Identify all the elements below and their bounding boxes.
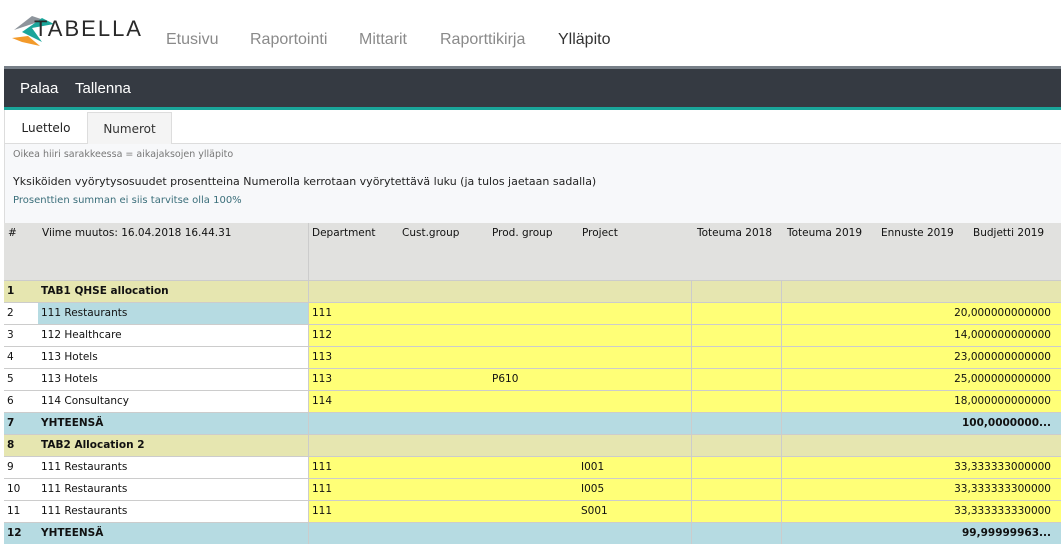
- tab-luettelo[interactable]: Luettelo: [21, 121, 71, 135]
- hint-text: Oikea hiiri sarakkeessa = aikajaksojen y…: [13, 149, 234, 160]
- nav-mittarit[interactable]: Mittarit: [359, 31, 407, 48]
- info-panel: Oikea hiiri sarakkeessa = aikajaksojen y…: [4, 144, 1061, 223]
- table-row[interactable]: 10 111 Restaurants 111 I005 33,333333300…: [4, 478, 1061, 500]
- project-cell[interactable]: S001: [581, 505, 608, 517]
- row-number: 6: [7, 395, 14, 407]
- table-row[interactable]: 6 114 Consultancy 114 18,000000000000: [4, 390, 1061, 412]
- tab-numerot[interactable]: Numerot: [87, 112, 172, 144]
- total-row[interactable]: 7 YHTEENSÄ 100,0000000...: [4, 412, 1061, 434]
- col-cust-group[interactable]: Cust.group: [402, 227, 460, 239]
- allocation-table: # Viime muutos: 16.04.2018 16.44.31 Depa…: [4, 223, 1061, 544]
- row-number: 9: [7, 461, 14, 473]
- total-row[interactable]: 12 YHTEENSÄ 99,99999963...: [4, 522, 1061, 544]
- row-name[interactable]: 111 Restaurants: [41, 461, 128, 473]
- col-toteuma-2019[interactable]: Toteuma 2019: [787, 227, 863, 239]
- budjetti-cell[interactable]: 14,000000000000: [954, 329, 1051, 341]
- description-text: Yksiköiden vyörytysosuudet prosentteina …: [13, 175, 597, 188]
- tabella-logo: [12, 16, 54, 46]
- table-header: # Viime muutos: 16.04.2018 16.44.31 Depa…: [4, 223, 1061, 280]
- budjetti-cell[interactable]: 23,000000000000: [954, 351, 1051, 363]
- row-name[interactable]: 113 Hotels: [41, 373, 98, 385]
- department-cell[interactable]: 111: [312, 483, 333, 495]
- back-button[interactable]: Palaa: [20, 80, 59, 97]
- budjetti-cell[interactable]: 33,333333300000: [954, 483, 1051, 495]
- nav-raporttikirja[interactable]: Raporttikirja: [440, 31, 526, 48]
- table-row[interactable]: 4 113 Hotels 113 23,000000000000: [4, 346, 1061, 368]
- col-budjetti-2019[interactable]: Budjetti 2019: [973, 227, 1045, 239]
- row-number: 2: [7, 307, 14, 319]
- toolbar: Palaa Tallenna: [4, 66, 1061, 110]
- row-number: 7: [7, 417, 15, 429]
- budjetti-cell[interactable]: 33,333333330000: [954, 505, 1051, 517]
- col-ennuste-2019[interactable]: Ennuste 2019: [881, 227, 954, 239]
- tab-bar: Luettelo Numerot: [4, 110, 1061, 144]
- col-num[interactable]: #: [8, 227, 17, 239]
- department-cell[interactable]: 113: [312, 373, 333, 385]
- project-cell[interactable]: I001: [581, 461, 605, 473]
- row-number: 12: [7, 527, 22, 539]
- table-row[interactable]: 2 111 Restaurants 111 20,000000000000: [4, 302, 1061, 324]
- budjetti-cell[interactable]: 25,000000000000: [954, 373, 1051, 385]
- table-row[interactable]: 5 113 Hotels 113 P610 25,000000000000: [4, 368, 1061, 390]
- budjetti-cell[interactable]: 99,99999963...: [961, 527, 1051, 539]
- row-name[interactable]: TAB1 QHSE allocation: [41, 285, 169, 297]
- save-button[interactable]: Tallenna: [75, 80, 131, 97]
- col-toteuma-2018[interactable]: Toteuma 2018: [697, 227, 773, 239]
- budjetti-cell[interactable]: 33,333333000000: [954, 461, 1051, 473]
- department-cell[interactable]: 114: [312, 395, 333, 407]
- budjetti-cell[interactable]: 20,000000000000: [954, 307, 1051, 319]
- department-cell[interactable]: 111: [312, 461, 333, 473]
- group-row[interactable]: 8 TAB2 Allocation 2: [4, 434, 1061, 456]
- row-name[interactable]: 111 Restaurants: [41, 483, 128, 495]
- nav-yllapito[interactable]: Ylläpito: [558, 31, 611, 48]
- row-name[interactable]: TAB2 Allocation 2: [41, 439, 145, 451]
- row-number: 10: [7, 483, 21, 495]
- department-cell[interactable]: 113: [312, 351, 333, 363]
- nav-etusivu[interactable]: Etusivu: [166, 31, 219, 48]
- row-name[interactable]: YHTEENSÄ: [41, 417, 104, 429]
- row-number: 1: [7, 285, 15, 297]
- budjetti-cell[interactable]: 100,0000000...: [961, 417, 1051, 429]
- row-number: 8: [7, 439, 15, 451]
- row-name[interactable]: 114 Consultancy: [41, 395, 130, 407]
- project-cell[interactable]: I005: [581, 483, 605, 495]
- col-prod-group[interactable]: Prod. group: [492, 227, 553, 239]
- row-name[interactable]: 111 Restaurants: [41, 307, 128, 319]
- department-cell[interactable]: 111: [312, 505, 333, 517]
- col-name[interactable]: Viime muutos: 16.04.2018 16.44.31: [42, 227, 232, 239]
- row-name[interactable]: 112 Healthcare: [41, 329, 122, 341]
- row-number: 5: [7, 373, 14, 385]
- logo-text: TABELLA: [34, 16, 143, 41]
- row-number: 11: [7, 505, 21, 517]
- budjetti-cell[interactable]: 18,000000000000: [954, 395, 1051, 407]
- row-name[interactable]: 113 Hotels: [41, 351, 98, 363]
- row-name[interactable]: 111 Restaurants: [41, 505, 128, 517]
- table-row[interactable]: 3 112 Healthcare 112 14,000000000000: [4, 324, 1061, 346]
- row-number: 4: [7, 351, 14, 363]
- prod-group-cell[interactable]: P610: [492, 373, 519, 385]
- group-row[interactable]: 1 TAB1 QHSE allocation: [4, 280, 1061, 302]
- col-department[interactable]: Department: [312, 227, 376, 239]
- table-row[interactable]: 11 111 Restaurants 111 S001 33,333333330…: [4, 500, 1061, 522]
- row-number: 3: [7, 329, 14, 341]
- col-project[interactable]: Project: [582, 227, 618, 239]
- table-row[interactable]: 9 111 Restaurants 111 I001 33,3333330000…: [4, 456, 1061, 478]
- note-text: Prosenttien summan ei siis tarvitse olla…: [13, 195, 242, 206]
- top-nav: TABELLA Etusivu Raportointi Mittarit Rap…: [0, 0, 1061, 66]
- department-cell[interactable]: 112: [312, 329, 333, 341]
- nav-raportointi[interactable]: Raportointi: [250, 31, 328, 48]
- row-name[interactable]: YHTEENSÄ: [41, 527, 104, 539]
- department-cell[interactable]: 111: [312, 307, 333, 319]
